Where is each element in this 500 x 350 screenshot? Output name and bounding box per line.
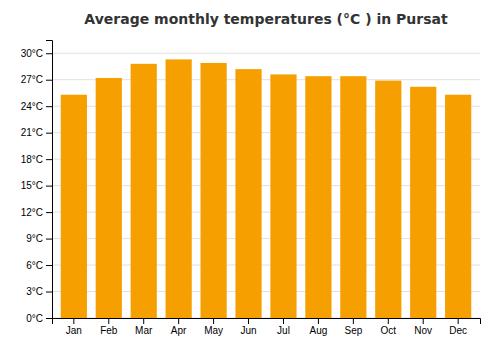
tick-label: Jun [240, 325, 256, 336]
tick-label: Apr [171, 325, 187, 336]
tick-mark [143, 318, 144, 324]
axis-line [46, 41, 53, 319]
tick-label: Jan [66, 325, 82, 336]
x-axis: Jan Feb Mar Apr May Jun Jul Aug Sep Oct Nov Dec [53, 318, 481, 336]
tick-label: 15°C [21, 180, 43, 191]
tick: Apr [171, 318, 187, 336]
tick-label: Jul [277, 325, 290, 336]
tick-mark [213, 318, 214, 324]
tick: Nov [414, 318, 432, 336]
bar [270, 74, 296, 318]
bar [375, 81, 401, 318]
tick: Mar [135, 318, 153, 336]
tick-mark [353, 318, 354, 324]
tick-label: 9°C [26, 233, 43, 244]
tick: 18°C [21, 154, 52, 165]
bar [166, 59, 192, 318]
tick-label: Nov [414, 325, 432, 336]
grid-line [52, 53, 480, 54]
tick-mark [73, 318, 74, 324]
tick: Oct [381, 318, 397, 336]
tick-label: Sep [344, 325, 362, 336]
tick: 24°C [21, 101, 52, 112]
title: Average monthly temperatures (°C ) in Pu… [84, 11, 448, 27]
tick-mark [423, 318, 424, 324]
tick-mark [283, 318, 284, 324]
tick: Dec [449, 318, 467, 336]
tick-mark [248, 318, 249, 324]
tick-mark [46, 239, 52, 240]
bar [410, 87, 436, 318]
bar [61, 95, 87, 318]
tick: Sep [344, 318, 362, 336]
tick-label: 12°C [21, 207, 43, 218]
tick-label: 21°C [21, 127, 43, 138]
bar [131, 64, 157, 318]
tick: 21°C [21, 127, 52, 138]
tick: 15°C [21, 180, 52, 191]
tick: 27°C [21, 74, 52, 85]
tick-mark [388, 318, 389, 324]
tick-mark [46, 80, 52, 81]
y-axis: 0°C 3°C 6°C 9°C 12°C 15°C 18°C 21°C 24°C 27°C 30°C [21, 41, 53, 324]
tick: Aug [310, 318, 328, 336]
tick: 30°C [21, 48, 52, 59]
bar [200, 63, 226, 318]
tick: 9°C [26, 233, 52, 244]
axis-line [53, 319, 481, 325]
tick-mark [46, 53, 52, 54]
chart: 0°C 3°C 6°C 9°C 12°C 15°C 18°C 21°C 24°C 27°C 30°C… [0, 0, 500, 350]
tick-mark [108, 318, 109, 324]
bar [235, 69, 261, 318]
tick-mark [46, 212, 52, 213]
tick-mark [46, 186, 52, 187]
tick-label: 6°C [26, 260, 43, 271]
tick-mark [458, 318, 459, 324]
tick: Jun [240, 318, 256, 336]
bar [340, 76, 366, 318]
tick-mark [46, 159, 52, 160]
tick: 12°C [21, 207, 52, 218]
bar [96, 78, 122, 318]
tick-label: 0°C [26, 313, 43, 324]
bar [445, 95, 471, 318]
tick: May [204, 318, 223, 336]
tick-mark [46, 265, 52, 266]
tick-label: Aug [310, 325, 328, 336]
tick-label: 30°C [21, 48, 43, 59]
grid [52, 53, 480, 318]
tick-mark [46, 133, 52, 134]
tick-label: 3°C [26, 286, 43, 297]
tick-mark [318, 318, 319, 324]
tick-label: 18°C [21, 154, 43, 165]
tick: 6°C [26, 260, 52, 271]
tick-mark [46, 318, 52, 319]
tick-mark [178, 318, 179, 324]
tick: Feb [100, 318, 118, 336]
tick-label: 24°C [21, 101, 43, 112]
tick-label: May [204, 325, 223, 336]
bars [61, 59, 472, 318]
tick: 3°C [26, 286, 52, 297]
tick-label: Feb [100, 325, 118, 336]
plot: 0°C 3°C 6°C 9°C 12°C 15°C 18°C 21°C 24°C 27°C 30°C… [21, 41, 481, 337]
bar [305, 76, 331, 318]
tick: 0°C [26, 313, 52, 324]
tick: Jan [66, 318, 82, 336]
tick-label: Dec [449, 325, 467, 336]
tick-mark [46, 106, 52, 107]
tick-label: Oct [381, 325, 397, 336]
tick-mark [46, 292, 52, 293]
tick-label: 27°C [21, 74, 43, 85]
tick-label: Mar [135, 325, 153, 336]
tick: Jul [277, 318, 290, 336]
